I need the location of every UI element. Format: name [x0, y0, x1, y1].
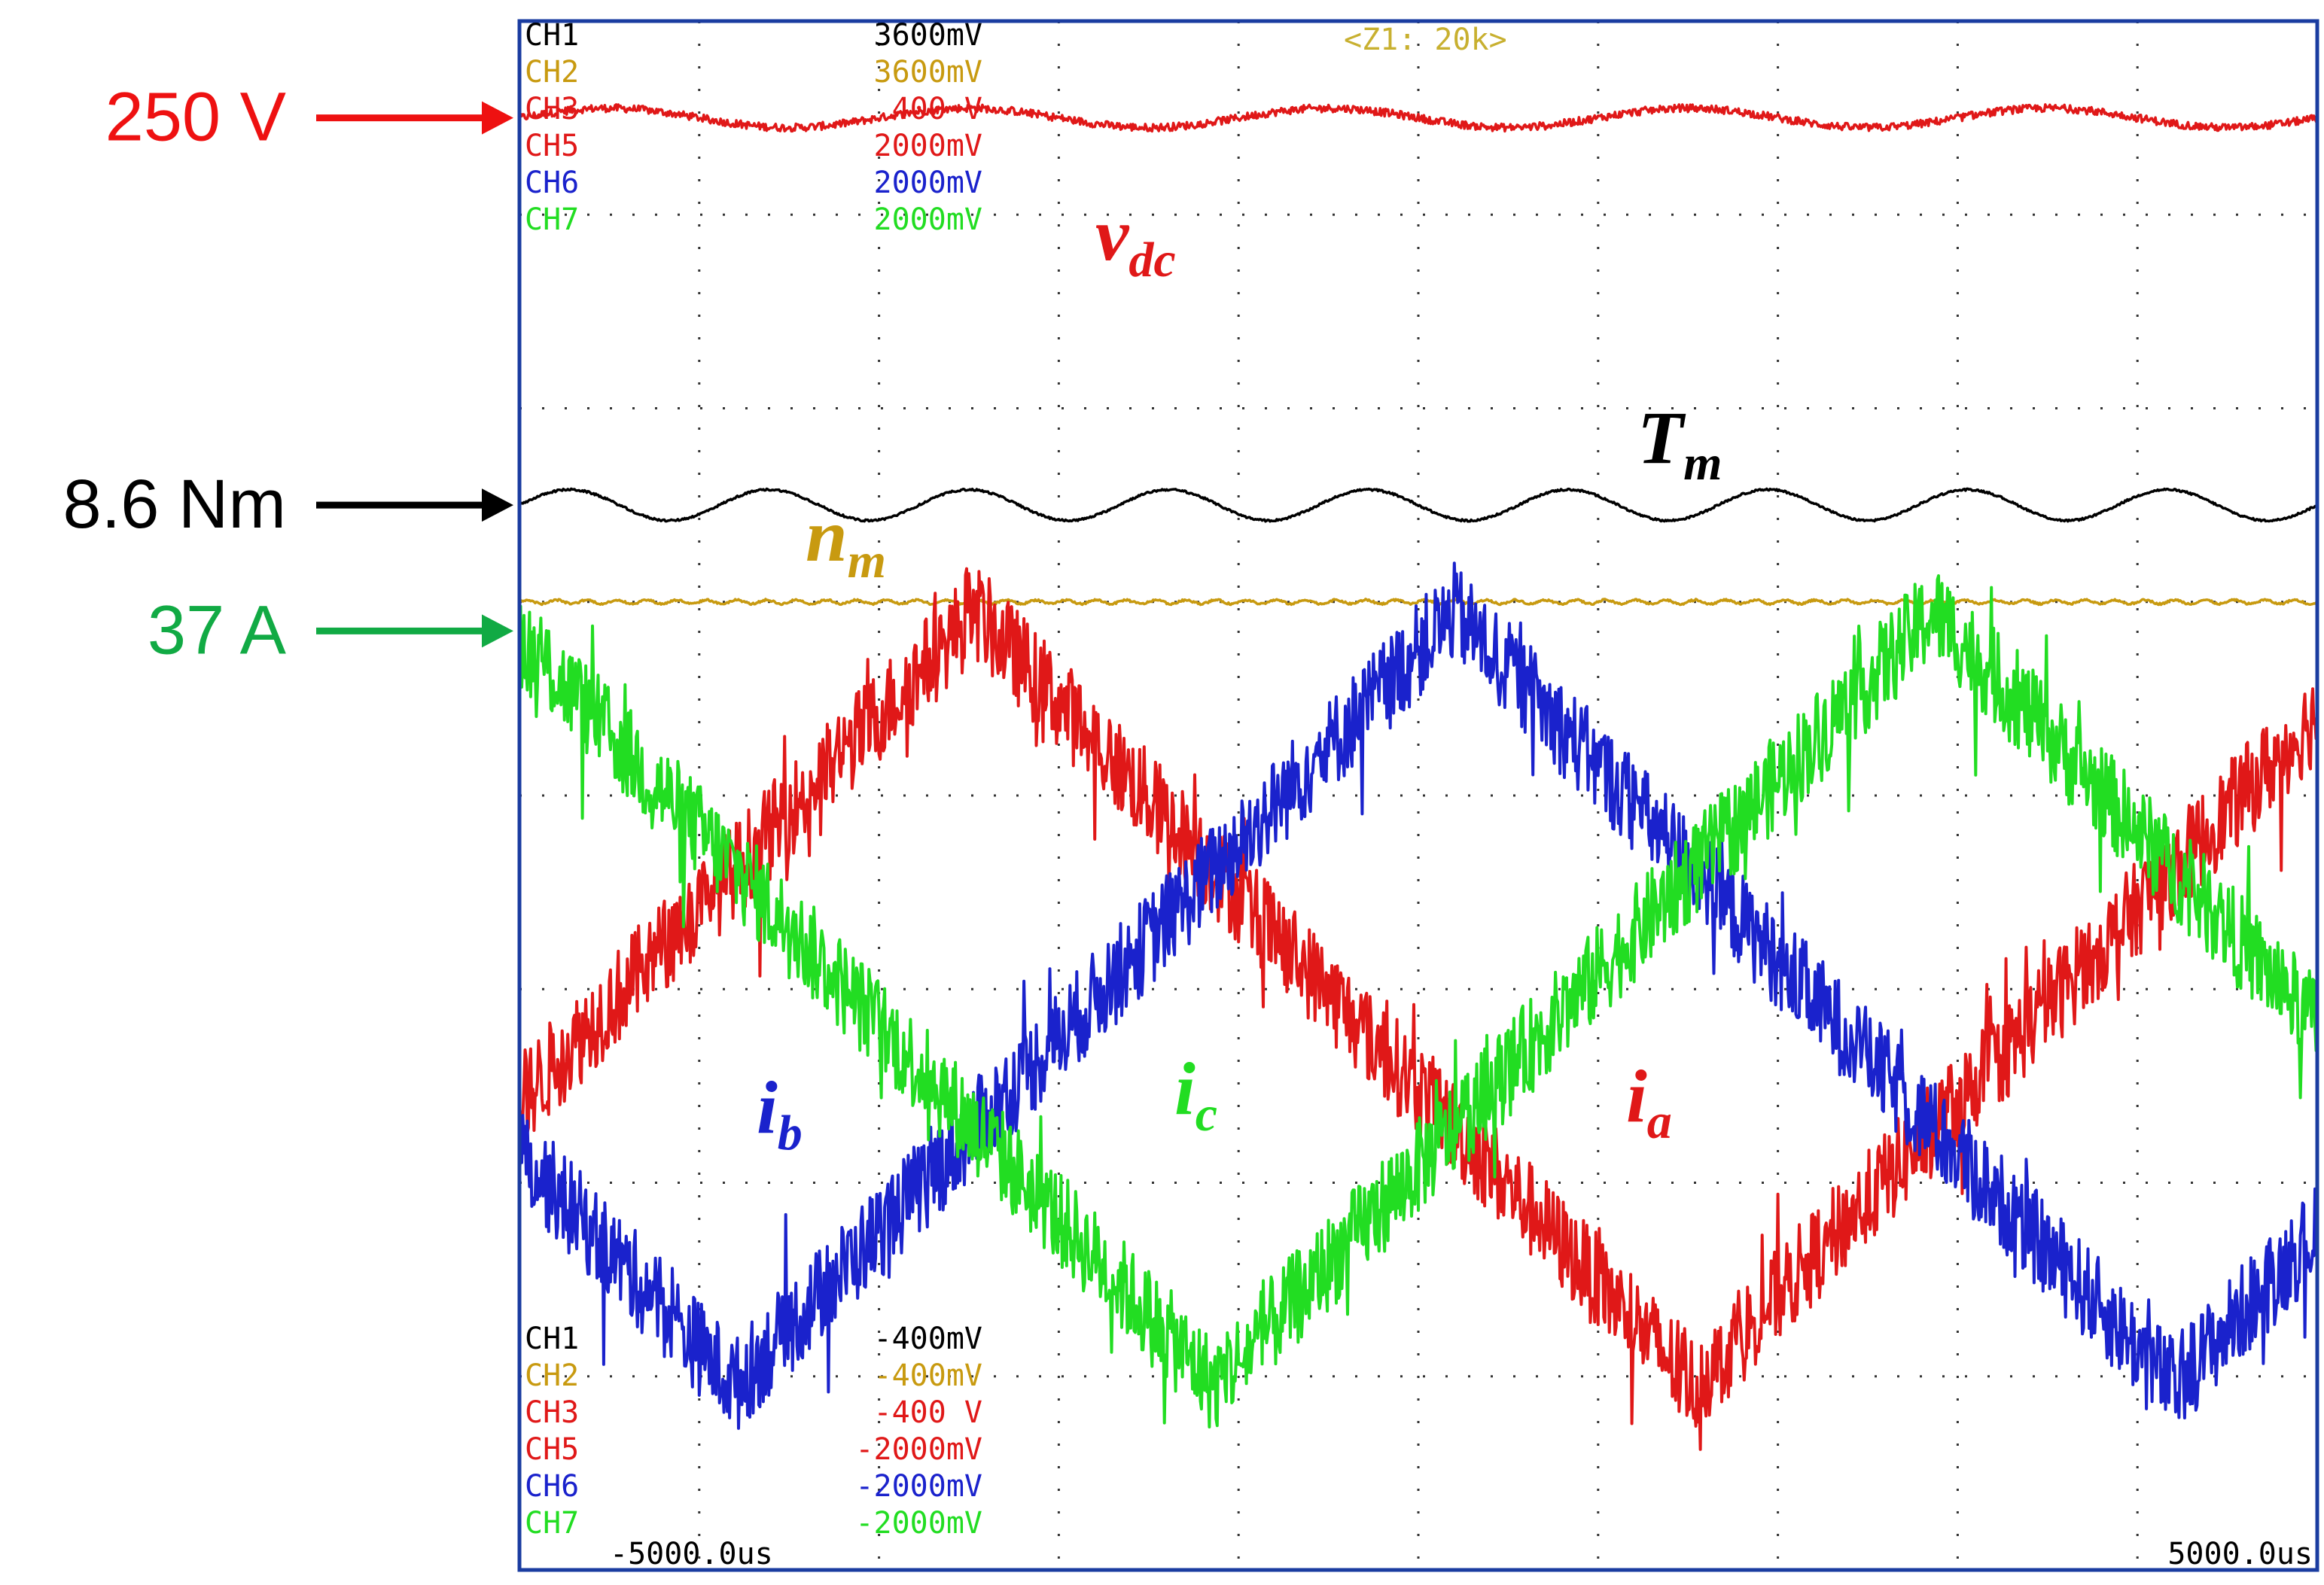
channel-name: CH1 — [525, 18, 579, 53]
level-marker-label: 8.6 Nm — [62, 466, 286, 543]
channel-scale: 2000mV — [874, 166, 983, 200]
channel-scale: -400 V — [874, 1395, 983, 1430]
level-markers: 250 V 8.6 Nm 37 A — [62, 79, 513, 668]
traces — [518, 103, 2319, 1451]
channel-name: CH3 — [525, 92, 579, 126]
series-label: ib — [757, 1066, 803, 1161]
channel-name: CH1 — [525, 1322, 579, 1356]
channel-name: CH6 — [525, 166, 579, 200]
channel-name: CH2 — [525, 55, 579, 90]
series-label: vdc — [1095, 193, 1176, 287]
x-tick-label-left: -5000.0us — [610, 1537, 773, 1571]
series-labels: vdc Tm nm ib ic ia — [757, 193, 1722, 1161]
level-marker-arrow-head — [482, 101, 513, 135]
level-marker-arrow-head — [482, 614, 513, 648]
channel-name: CH5 — [525, 1432, 579, 1467]
channel-scale: 400 V — [892, 92, 982, 126]
channel-readout-top: CH1 3600mV CH2 3600mV CH3 400 V CH5 2000mV CH6 20… — [525, 18, 982, 237]
series-label: ic — [1174, 1047, 1217, 1142]
channel-scale: 3600mV — [874, 18, 983, 53]
channel-scale: -400mV — [874, 1322, 983, 1356]
level-marker-label: 250 V — [105, 79, 286, 156]
channel-name: CH3 — [525, 1395, 579, 1430]
level-marker-label: 37 A — [148, 592, 287, 668]
channel-name: CH7 — [525, 1506, 579, 1541]
channel-scale: 2000mV — [874, 129, 983, 163]
channel-scale: -400mV — [874, 1358, 983, 1393]
channel-name: CH2 — [525, 1358, 579, 1393]
screen-border — [517, 19, 2319, 1572]
series-line-i-b — [518, 561, 2319, 1430]
channel-scale: 2000mV — [874, 202, 983, 237]
series-label: nm — [806, 494, 886, 589]
channel-scale: 3600mV — [874, 55, 983, 90]
channel-readout-bottom: CH1 -400mV CH2 -400mV CH3 -400 V CH5 -2000mV CH6… — [525, 1322, 982, 1541]
series-line-i-c — [518, 574, 2319, 1428]
channel-name: CH7 — [525, 202, 579, 237]
channel-scale: -2000mV — [855, 1506, 982, 1541]
series-line-v-dc — [518, 103, 2319, 133]
series-label: Tm — [1637, 396, 1722, 491]
channel-name: CH5 — [525, 129, 579, 163]
zoom-label: <Z1: 20k> — [1344, 23, 1507, 57]
series-label: ia — [1626, 1054, 1672, 1149]
level-marker-arrow-head — [482, 488, 513, 522]
x-tick-label-right: 5000.0us — [2167, 1537, 2313, 1571]
channel-scale: -2000mV — [855, 1432, 982, 1467]
series-line-T-m — [518, 487, 2319, 523]
series-line-n-m — [519, 598, 2319, 607]
channel-scale: -2000mV — [855, 1469, 982, 1504]
channel-name: CH6 — [525, 1469, 579, 1504]
